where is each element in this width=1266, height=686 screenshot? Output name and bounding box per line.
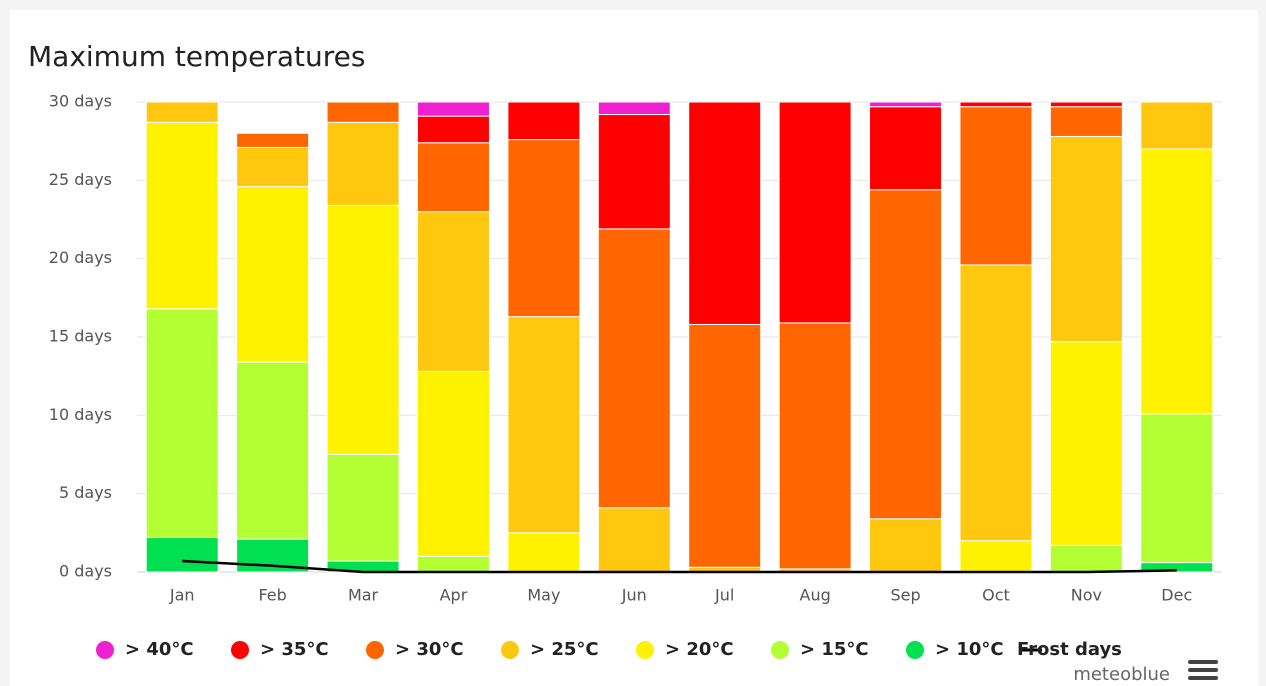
bar-segment [145,308,219,539]
bar-segment [869,101,943,108]
bar-segment [236,132,310,148]
legend-label: > 30°C [395,639,464,660]
menu-bar [1188,660,1218,664]
menu-bar [1188,668,1218,672]
x-tick-label: Nov [1071,586,1102,605]
bar-segment [959,264,1033,542]
legend-label: Frost days [1017,639,1122,660]
bar-segment [869,189,943,520]
bar-segment [597,101,671,116]
legend-label: > 20°C [665,639,734,660]
legend-marker [501,641,519,659]
x-tick-label: May [527,586,560,605]
bar-segment [507,316,581,534]
legend-marker [366,641,384,659]
legend-label: > 35°C [260,639,329,660]
legend-label: > 15°C [800,639,869,660]
x-tick-label: Jul [714,586,734,605]
x-tick-label: Apr [440,586,468,605]
legend-marker [771,641,789,659]
bar-segment [778,322,852,570]
bar-segment [326,121,400,206]
x-tick-label: Mar [348,586,379,605]
bar-segment [959,101,1033,108]
bar-segment [507,101,581,141]
bar-segment [1049,544,1123,573]
bar-segment [145,101,219,123]
x-tick-label: Jun [621,586,647,605]
bar-segment [688,323,762,568]
y-tick-label: 30 days [49,92,112,111]
bar-segment [778,101,852,324]
bar-segment [959,106,1033,266]
bar-segment [416,115,490,144]
bar-segment [507,532,581,573]
legend-marker [96,641,114,659]
bar-segment [597,228,671,509]
legend-marker [231,641,249,659]
legend-label: > 10°C [935,639,1004,660]
bar-segment [416,101,490,117]
x-tick-label: Sep [890,586,920,605]
y-tick-label: 20 days [49,248,112,267]
bar-segment [236,361,310,540]
x-tick-label: Dec [1161,586,1192,605]
menu-bar [1188,676,1218,680]
bar-segment [597,507,671,573]
chart-title: Maximum temperatures [28,40,365,73]
legend-marker [906,641,924,659]
y-tick-label: 25 days [49,170,112,189]
bar-segment [597,114,671,230]
line-series [182,559,1177,574]
bar-segment [236,146,310,188]
x-tick-label: Aug [800,586,831,605]
legend-label: > 25°C [530,639,599,660]
menu-button[interactable] [1188,660,1218,680]
y-tick-label: 10 days [49,405,112,424]
bar-segment [507,139,581,318]
bar-segment [326,454,400,562]
legend-marker [636,641,654,659]
bar-segment [1049,341,1123,546]
bar-segment [869,106,943,191]
bar-segment [869,518,943,573]
bar-segment [959,540,1033,573]
bar-segment [688,101,762,325]
bar-segment [416,555,490,573]
bar-segment [326,204,400,455]
credit: meteoblue [1073,664,1170,685]
x-tick-label: Jan [169,586,195,605]
bar-segment [1140,413,1214,564]
legend-label: > 40°C [125,639,194,660]
bar-segment [145,537,219,573]
bar-segment [416,142,490,213]
y-tick-label: 0 days [59,562,112,581]
x-tick-label: Oct [982,586,1010,605]
bar-segment [1049,135,1123,343]
bar-segment [1140,148,1214,415]
bar-segment [1049,101,1123,108]
bar-segment [1140,101,1214,150]
bar-segment [416,370,490,557]
bar-segment [416,211,490,372]
y-tick-label: 5 days [59,483,112,502]
bar-segment [145,121,219,310]
x-tick-label: Feb [258,586,286,605]
bar-segment [236,186,310,363]
bar-segment [1049,106,1123,137]
y-tick-label: 15 days [49,327,112,346]
bar-segment [326,101,400,123]
